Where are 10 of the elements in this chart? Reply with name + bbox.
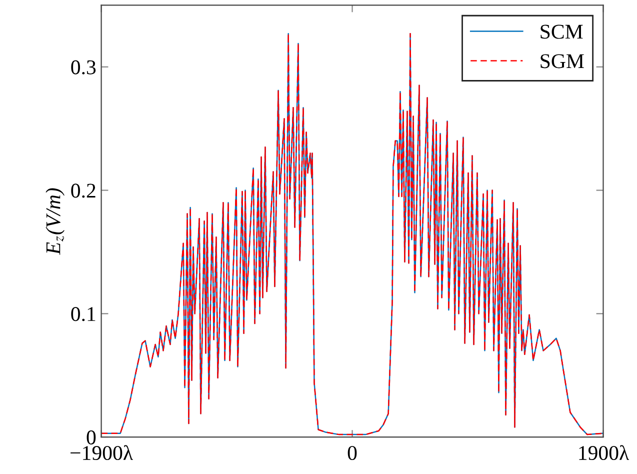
legend-label: SGM	[540, 54, 584, 68]
y-axis-title: E$_{z}$(V/m)	[46, 188, 65, 255]
x-tick-label: −1900λ	[70, 445, 133, 460]
y-tick-label: 0.3	[71, 60, 96, 74]
x-tick-label: 0	[348, 446, 357, 460]
legend-label: SCM	[540, 24, 583, 39]
y-tick-label: 0.2	[71, 184, 96, 198]
y-tick-label: 0	[86, 430, 96, 444]
y-tick-label: 0.1	[71, 307, 96, 322]
x-tick-label: 1900λ	[579, 445, 630, 460]
